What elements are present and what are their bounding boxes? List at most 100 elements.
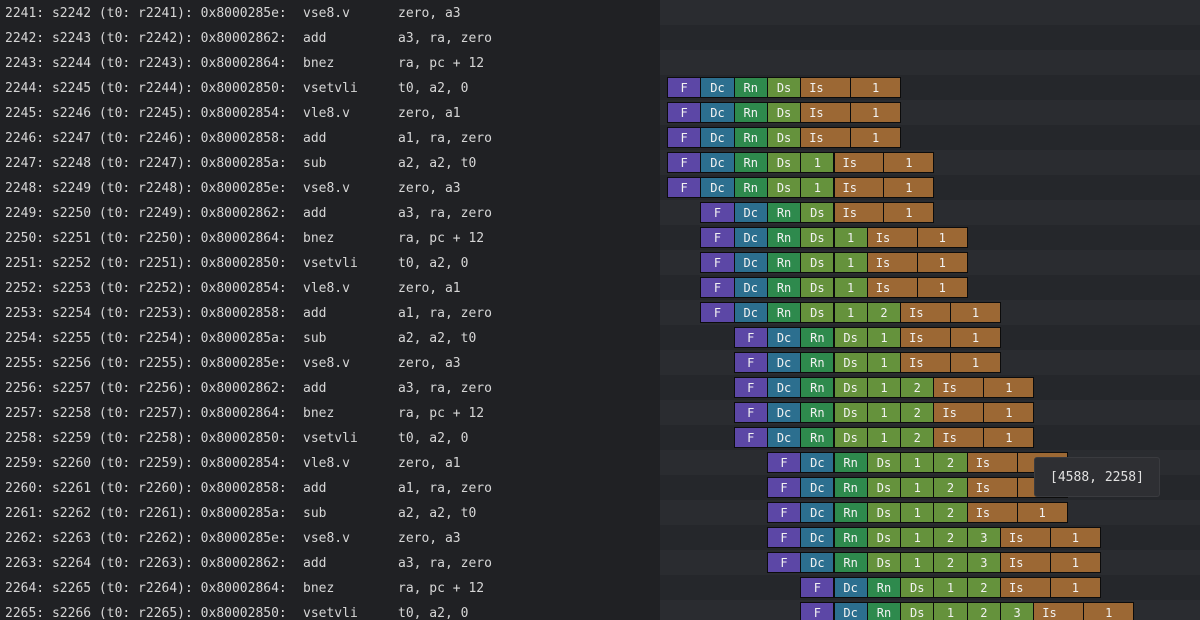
stage-issue-count[interactable]: 1: [883, 202, 935, 223]
stage-ds[interactable]: Ds: [900, 577, 935, 598]
stage-wait-cycle[interactable]: 1: [800, 177, 835, 198]
stage-dc[interactable]: Dc: [733, 302, 768, 323]
stage-issue-count[interactable]: 1: [916, 252, 968, 273]
stage-is[interactable]: Is: [1000, 577, 1051, 598]
stage-is[interactable]: Is: [800, 77, 852, 98]
stage-rn[interactable]: Rn: [766, 302, 802, 323]
stage-dc[interactable]: Dc: [800, 502, 835, 523]
stage-is[interactable]: Is: [1000, 552, 1051, 573]
stage-ds[interactable]: Ds: [800, 227, 835, 248]
stage-wait-cycle[interactable]: 2: [866, 302, 902, 323]
trace-row[interactable]: 2241: s2242 (t0: r2241): 0x8000285e: vse8…: [0, 1, 660, 26]
stage-dc[interactable]: Dc: [700, 127, 735, 148]
stage-f[interactable]: F: [733, 402, 768, 423]
stage-ds[interactable]: Ds: [833, 402, 868, 423]
stage-ds[interactable]: Ds: [866, 452, 902, 473]
stage-f[interactable]: F: [766, 452, 802, 473]
stage-f[interactable]: F: [800, 577, 835, 598]
trace-row[interactable]: 2262: s2263 (t0: r2262): 0x8000285e: vse8…: [0, 526, 660, 551]
stage-f[interactable]: F: [733, 352, 768, 373]
stage-dc[interactable]: Dc: [700, 102, 735, 123]
stage-rn[interactable]: Rn: [766, 277, 802, 298]
stage-dc[interactable]: Dc: [800, 452, 835, 473]
stage-issue-count[interactable]: 1: [1016, 502, 1068, 523]
stage-wait-cycle[interactable]: 1: [866, 427, 902, 448]
stage-wait-cycle[interactable]: 1: [833, 277, 868, 298]
stage-f[interactable]: F: [700, 302, 735, 323]
stage-dc[interactable]: Dc: [700, 177, 735, 198]
stage-f[interactable]: F: [667, 177, 702, 198]
stage-is[interactable]: Is: [800, 127, 852, 148]
stage-is[interactable]: Is: [966, 452, 1018, 473]
trace-row[interactable]: 2260: s2261 (t0: r2260): 0x80002858: add a…: [0, 476, 660, 501]
stage-wait-cycle[interactable]: 1: [866, 377, 902, 398]
trace-row[interactable]: 2250: s2251 (t0: r2250): 0x80002864: bnez…: [0, 226, 660, 251]
stage-dc[interactable]: Dc: [733, 277, 768, 298]
stage-is[interactable]: Is: [833, 177, 885, 198]
stage-f[interactable]: F: [766, 527, 802, 548]
stage-issue-count[interactable]: 1: [950, 327, 1001, 348]
stage-is[interactable]: Is: [833, 152, 885, 173]
stage-dc[interactable]: Dc: [833, 577, 868, 598]
trace-row[interactable]: 2244: s2245 (t0: r2244): 0x80002850: vset…: [0, 76, 660, 101]
stage-issue-count[interactable]: 1: [1049, 577, 1101, 598]
stage-rn[interactable]: Rn: [833, 552, 868, 573]
trace-row[interactable]: 2248: s2249 (t0: r2248): 0x8000285e: vse8…: [0, 176, 660, 201]
trace-row[interactable]: 2249: s2250 (t0: r2249): 0x80002862: add a…: [0, 201, 660, 226]
stage-wait-cycle[interactable]: 2: [966, 602, 1001, 620]
stage-wait-cycle[interactable]: 2: [900, 402, 935, 423]
stage-f[interactable]: F: [733, 327, 768, 348]
trace-row[interactable]: 2255: s2256 (t0: r2255): 0x8000285e: vse8…: [0, 351, 660, 376]
trace-row[interactable]: 2254: s2255 (t0: r2254): 0x8000285a: sub a…: [0, 326, 660, 351]
trace-row[interactable]: 2265: s2266 (t0: r2265): 0x80002850: vset…: [0, 601, 660, 620]
trace-row[interactable]: 2243: s2244 (t0: r2243): 0x80002864: bnez…: [0, 51, 660, 76]
stage-wait-cycle[interactable]: 3: [1000, 602, 1035, 620]
stage-rn[interactable]: Rn: [866, 602, 902, 620]
stage-is[interactable]: Is: [933, 427, 985, 448]
stage-f[interactable]: F: [667, 77, 702, 98]
stage-rn[interactable]: Rn: [766, 252, 802, 273]
stage-dc[interactable]: Dc: [800, 527, 835, 548]
stage-rn[interactable]: Rn: [833, 502, 868, 523]
stage-rn[interactable]: Rn: [833, 527, 868, 548]
stage-is[interactable]: Is: [900, 352, 952, 373]
stage-f[interactable]: F: [700, 252, 735, 273]
stage-is[interactable]: Is: [966, 502, 1018, 523]
stage-f[interactable]: F: [733, 427, 768, 448]
stage-issue-count[interactable]: 1: [950, 302, 1001, 323]
stage-is[interactable]: Is: [900, 327, 952, 348]
stage-wait-cycle[interactable]: 1: [866, 327, 902, 348]
stage-issue-count[interactable]: 1: [983, 402, 1035, 423]
stage-f[interactable]: F: [667, 152, 702, 173]
stage-is[interactable]: Is: [800, 102, 852, 123]
stage-ds[interactable]: Ds: [800, 277, 835, 298]
stage-ds[interactable]: Ds: [866, 527, 902, 548]
stage-wait-cycle[interactable]: 1: [866, 352, 902, 373]
stage-rn[interactable]: Rn: [800, 402, 835, 423]
stage-issue-count[interactable]: 1: [1049, 527, 1101, 548]
stage-dc[interactable]: Dc: [833, 602, 868, 620]
stage-ds[interactable]: Ds: [766, 177, 802, 198]
stage-issue-count[interactable]: 1: [883, 152, 935, 173]
stage-rn[interactable]: Rn: [733, 152, 768, 173]
stage-ds[interactable]: Ds: [866, 477, 902, 498]
stage-is[interactable]: Is: [866, 252, 918, 273]
stage-wait-cycle[interactable]: 1: [833, 227, 868, 248]
stage-wait-cycle[interactable]: 2: [933, 502, 968, 523]
stage-wait-cycle[interactable]: 1: [833, 252, 868, 273]
stage-rn[interactable]: Rn: [800, 377, 835, 398]
stage-wait-cycle[interactable]: 1: [833, 302, 868, 323]
stage-is[interactable]: Is: [1033, 602, 1085, 620]
stage-wait-cycle[interactable]: 3: [966, 527, 1001, 548]
stage-dc[interactable]: Dc: [766, 352, 802, 373]
stage-f[interactable]: F: [800, 602, 835, 620]
stage-rn[interactable]: Rn: [800, 352, 835, 373]
stage-f[interactable]: F: [766, 477, 802, 498]
stage-dc[interactable]: Dc: [800, 552, 835, 573]
trace-row[interactable]: 2264: s2265 (t0: r2264): 0x80002864: bnez…: [0, 576, 660, 601]
stage-f[interactable]: F: [700, 227, 735, 248]
stage-issue-count[interactable]: 1: [883, 177, 935, 198]
timeline-row[interactable]: [660, 25, 1200, 50]
stage-issue-count[interactable]: 1: [850, 77, 902, 98]
stage-rn[interactable]: Rn: [800, 327, 835, 348]
